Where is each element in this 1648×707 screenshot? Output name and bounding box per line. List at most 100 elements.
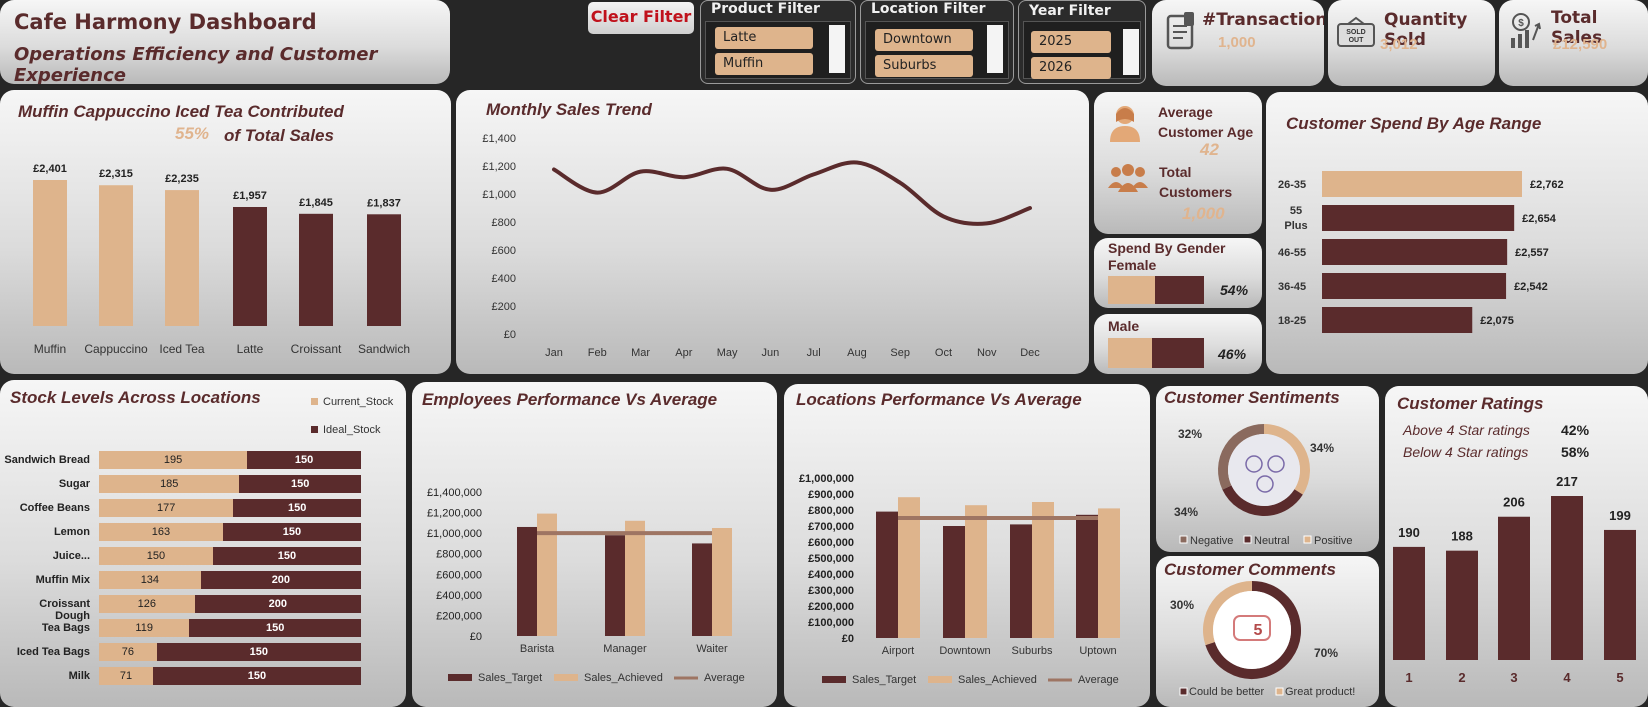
stock-current-bar: 71 [99, 667, 153, 685]
monthly-x-tick: Aug [847, 347, 867, 359]
locations-y-tick: £800,000 [808, 505, 854, 517]
rating-category-label: 5 [1616, 670, 1623, 685]
monthly-x-tick: Mar [631, 347, 650, 359]
employees-chart: £0 £200,000 £400,000 £600,000 £800,000 £1,000… [427, 487, 745, 684]
age-category-label: 36-45 [1278, 281, 1306, 293]
product-bar [33, 180, 67, 326]
quantity-sold-label: Quantity Sold [1384, 10, 1468, 50]
rating-category-label: 2 [1458, 670, 1465, 685]
age-spend-title: Customer Spend By Age Range [1286, 114, 1542, 133]
product-filter-item-latte[interactable]: Latte [715, 27, 813, 49]
age-value-label: £2,762 [1530, 179, 1564, 191]
clear-filter-button[interactable]: Clear Filter [588, 2, 694, 34]
sentiment-slice [1222, 485, 1303, 516]
stock-ideal-bar: 150 [222, 523, 361, 541]
product-bar [233, 206, 267, 326]
employees-category-label: Waiter [696, 643, 728, 655]
monthly-y-tick: £1,200 [482, 161, 516, 173]
rating-value-label: 188 [1451, 529, 1473, 544]
sentiment-legend-label: Positive [1314, 535, 1353, 547]
customer-stats-panel: Average Customer Age 42 Total Customers … [1094, 92, 1262, 234]
sentiment-label-positive: 34% [1310, 441, 1334, 455]
employees-legend-achieved: Sales_Achieved [584, 672, 663, 684]
rating-category-label: 3 [1510, 670, 1517, 685]
face-happy-icon [1245, 455, 1263, 473]
above-4-pct: 42% [1561, 422, 1590, 438]
employees-target-bar [517, 526, 537, 636]
employees-title: Employees Performance Vs Average [422, 390, 718, 409]
stock-ideal-bar: 150 [156, 643, 361, 661]
comments-legend-label: Great product! [1285, 686, 1355, 698]
monthly-x-tick: Apr [675, 347, 692, 359]
monthly-x-tick: Nov [977, 347, 997, 359]
age-category-label: 18-25 [1278, 315, 1306, 327]
product-category-label: Muffin [34, 342, 66, 356]
locations-panel: Locations Performance Vs Average £0 £100,… [784, 384, 1150, 707]
location-filter-scrollbar[interactable] [987, 25, 1003, 73]
year-filter-scrollbar[interactable] [1123, 29, 1139, 75]
locations-target-bar [1076, 514, 1098, 638]
employees-target-bar [692, 543, 712, 636]
comments-panel: Customer Comments 5 30% 70% Could be better… [1156, 556, 1379, 707]
locations-target-bar [1010, 524, 1032, 638]
age-value-label: £2,654 [1522, 213, 1557, 225]
product-filter-item-muffin[interactable]: Muffin [715, 53, 813, 75]
comments-slice-great-product [1203, 581, 1253, 646]
product-value-label: £2,235 [165, 173, 199, 185]
locations-achieved-bar [1032, 502, 1054, 638]
year-filter-item-2025[interactable]: 2025 [1031, 31, 1111, 53]
stock-item-label: Sugar [58, 478, 90, 490]
locations-achieved-bar [898, 497, 920, 638]
age-category-label: 46-55 [1278, 247, 1306, 259]
monthly-sales-line [552, 160, 1032, 226]
monthly-y-tick: £800 [492, 217, 516, 229]
employees-legend-achieved-swatch [554, 674, 578, 681]
monthly-x-tick: Jun [761, 347, 779, 359]
gender-title: Spend By Gender [1108, 240, 1226, 256]
svg-text:$: $ [1518, 18, 1524, 29]
stock-current-bar: 126 [99, 595, 195, 613]
age-value-label: £2,075 [1480, 315, 1514, 327]
age-spend-chart: £2,762 26-35 £2,654 55 Plus £2,557 46-55 £2,542… [1278, 171, 1564, 333]
age-bar [1322, 307, 1473, 333]
stock-item-label: Muffin Mix [35, 574, 90, 586]
comments-legend-swatch [1275, 687, 1284, 696]
stock-legend-current-label: Current_Stock [323, 396, 394, 408]
monthly-y-tick: £0 [504, 329, 516, 341]
product-bar [99, 185, 133, 326]
stock-current-bar: 119 [99, 619, 190, 637]
male-bar-fill [1108, 338, 1153, 368]
locations-target-bar [876, 511, 898, 638]
employees-target-bar [605, 535, 625, 636]
employees-legend-target: Sales_Target [478, 672, 542, 684]
top-products-panel: Muffin Cappuccino Iced Tea Contributed 5… [0, 90, 451, 374]
location-filter-item-downtown[interactable]: Downtown [875, 29, 973, 51]
stock-item-label: Sandwich Bread [4, 454, 90, 466]
header-panel: Cafe Harmony Dashboard Operations Effici… [0, 0, 450, 84]
face-sad-icon [1256, 475, 1274, 493]
locations-y-tick: £400,000 [808, 569, 854, 581]
sentiment-legend-swatch [1243, 535, 1252, 544]
customers-group-icon [1108, 164, 1148, 192]
rating-value-label: 199 [1609, 508, 1631, 523]
locations-category-label: Suburbs [1012, 645, 1053, 657]
receipt-icon [1166, 12, 1194, 50]
year-filter-item-2026[interactable]: 2026 [1031, 57, 1111, 79]
stock-legend-current: Current_Stock [311, 396, 393, 408]
stock-item-label: Juice... [52, 550, 90, 562]
rating-bar [1446, 550, 1478, 660]
location-filter-item-suburbs[interactable]: Suburbs [875, 55, 973, 77]
employees-legend-average: Average [704, 672, 745, 684]
employees-y-tick: £0 [470, 631, 482, 643]
employees-y-tick: £1,400,000 [427, 487, 482, 499]
stock-ideal-bar: 200 [200, 571, 361, 589]
stock-ideal-bar: 150 [233, 499, 361, 517]
product-filter-scrollbar[interactable] [829, 25, 845, 73]
location-filter: Location Filter Downtown Suburbs [860, 0, 1014, 84]
monthly-x-tick: Jan [545, 347, 563, 359]
product-value-label: £1,837 [367, 197, 401, 209]
monthly-y-tick: £400 [492, 273, 516, 285]
product-value-label: £1,845 [299, 197, 333, 209]
rating-category-label: 1 [1405, 670, 1412, 685]
male-pct: 46% [1218, 346, 1247, 362]
